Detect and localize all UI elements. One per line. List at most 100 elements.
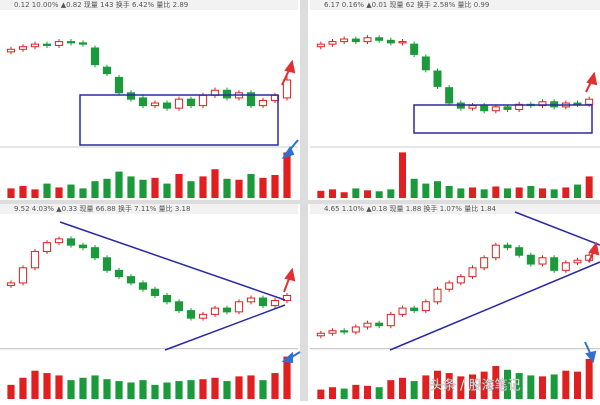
- candle-body: [30, 43, 40, 48]
- volume-bar: [527, 186, 535, 198]
- candle-body: [90, 247, 100, 259]
- candle-body: [258, 297, 268, 307]
- header-bar: [0, 0, 298, 10]
- volume-bar: [31, 370, 39, 399]
- volume-bar: [163, 382, 171, 399]
- volume-bar: [103, 379, 111, 399]
- candle-body: [573, 102, 582, 105]
- volume-bar: [469, 187, 476, 198]
- candle-body: [198, 313, 208, 319]
- candle-body: [6, 282, 16, 286]
- volume-bar: [562, 370, 570, 399]
- volume-bar: [223, 381, 231, 399]
- trend-line: [164, 304, 286, 351]
- volume-bar: [492, 365, 500, 399]
- volume-bar: [550, 374, 558, 399]
- volume-bar: [574, 184, 581, 198]
- volume-bar: [79, 377, 87, 399]
- candle-body: [126, 92, 136, 100]
- volume-bar: [187, 380, 195, 399]
- volume-bar: [492, 186, 500, 198]
- candle-body: [445, 282, 454, 290]
- candle-body: [114, 76, 124, 94]
- up-arrows: [281, 59, 600, 293]
- candle-body: [456, 276, 465, 284]
- candle-body: [573, 259, 582, 264]
- volume-bar: [211, 169, 219, 198]
- volume-bar: [317, 389, 325, 399]
- candle-body: [421, 56, 430, 71]
- candle-body: [340, 38, 349, 43]
- volume-bar: [515, 373, 523, 399]
- candle-body: [410, 43, 419, 55]
- candle-body: [515, 247, 524, 256]
- candle-body: [246, 92, 256, 107]
- volume-bar: [515, 187, 523, 198]
- candle-body: [282, 295, 292, 302]
- candle-body: [386, 313, 395, 327]
- candle-body: [246, 297, 256, 303]
- header: 0.12 10.00% ▲0.82 现量 143 换手 6.42% 量比 2.8…: [14, 0, 188, 9]
- volume-bar: [55, 375, 63, 399]
- candle-body: [18, 267, 28, 284]
- candle-body: [186, 310, 196, 319]
- candle-body: [375, 322, 384, 327]
- volume-bar: [410, 178, 418, 198]
- volume-bar: [151, 384, 159, 399]
- candle-body: [363, 322, 372, 328]
- volume-bar: [19, 377, 27, 399]
- volume-bar: [211, 377, 219, 399]
- volume-bar: [469, 374, 476, 399]
- candle-body: [18, 46, 28, 50]
- candle-body: [6, 48, 16, 53]
- trend-line: [389, 261, 600, 351]
- candle-body: [54, 238, 64, 244]
- candle-body: [30, 250, 40, 269]
- volume-bar: [259, 380, 267, 399]
- candle-body: [66, 238, 76, 246]
- candle-body: [210, 307, 220, 315]
- volume-bar: [259, 177, 267, 198]
- volume-bar: [352, 188, 360, 198]
- volume-bar: [139, 179, 147, 198]
- candle-body: [42, 242, 52, 252]
- candle-body: [433, 70, 442, 87]
- candle-body: [174, 301, 184, 312]
- candle-body: [258, 99, 268, 107]
- range-box: [79, 94, 279, 146]
- candle-body: [561, 262, 570, 271]
- volume-bar: [247, 174, 255, 198]
- candle-body: [186, 98, 196, 107]
- candle-body: [90, 47, 100, 66]
- volume-bar: [139, 380, 147, 399]
- header-bar: [310, 0, 600, 10]
- volume-bar: [340, 192, 348, 198]
- volume-bar: [223, 178, 231, 198]
- volume-bar: [364, 385, 371, 399]
- volume-bar: [235, 179, 243, 198]
- volume-bar: [79, 188, 87, 198]
- trend-line: [59, 221, 286, 301]
- volume-bar: [43, 183, 51, 198]
- volume-bar: [550, 189, 558, 198]
- volume-bar: [127, 176, 135, 198]
- volume-bar: [91, 181, 99, 198]
- candle-body: [585, 98, 594, 105]
- volume-bar: [585, 176, 593, 198]
- header: 9.52 4.03% ▲0.33 现量 66.88 换手 7.11% 量比 3.…: [14, 204, 190, 213]
- candle-body: [162, 102, 172, 109]
- volume-bar: [422, 183, 430, 198]
- volume-bar: [480, 371, 488, 399]
- volume-bar: [115, 171, 123, 198]
- volume-bar: [340, 388, 348, 399]
- candle-body: [491, 106, 500, 112]
- candle-body: [42, 43, 52, 46]
- candle-body: [398, 41, 407, 44]
- volume-bar: [91, 375, 99, 399]
- candle-body: [363, 37, 372, 43]
- volume-bar: [434, 181, 441, 198]
- candle-body: [150, 288, 160, 297]
- volume-bar: [19, 186, 27, 198]
- volume-bar: [387, 189, 395, 198]
